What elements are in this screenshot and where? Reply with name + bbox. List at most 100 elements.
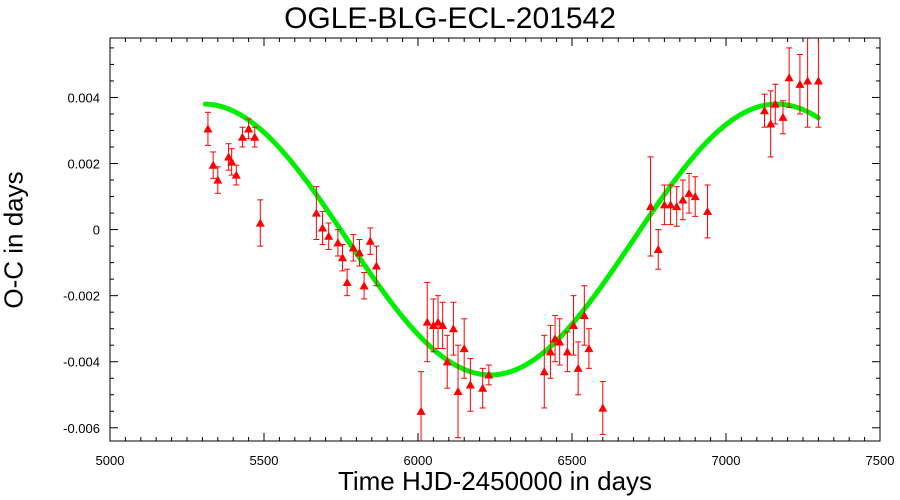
triangle-marker xyxy=(365,236,375,245)
data-point xyxy=(598,381,608,435)
triangle-marker xyxy=(244,124,254,133)
fit-curve-layer xyxy=(202,101,821,378)
triangle-marker xyxy=(348,243,358,252)
data-point xyxy=(203,111,213,146)
data-point xyxy=(478,367,488,409)
triangle-marker xyxy=(803,76,813,85)
triangle-marker xyxy=(784,73,794,82)
data-point xyxy=(690,176,700,217)
data-point xyxy=(213,166,223,194)
triangle-marker xyxy=(539,367,549,376)
data-point xyxy=(678,179,688,221)
data-point xyxy=(318,210,328,245)
triangle-marker xyxy=(703,206,713,216)
triangle-marker xyxy=(760,106,769,115)
data-point xyxy=(231,164,241,186)
triangle-marker xyxy=(545,347,555,356)
triangle-marker xyxy=(766,119,776,128)
x-tick-label: 6000 xyxy=(404,453,433,468)
x-tick-label: 7000 xyxy=(712,453,741,468)
axes: 5000 5500 6000 6500 7000 7500 -0.006 -0.004 -0.0… xyxy=(63,37,894,468)
triangle-marker xyxy=(573,363,583,372)
triangle-marker xyxy=(770,99,780,108)
data-point xyxy=(573,341,583,396)
data-point xyxy=(766,90,776,158)
triangle-marker xyxy=(224,152,234,161)
data-point xyxy=(237,126,247,148)
triangle-marker xyxy=(311,208,321,217)
data-point xyxy=(569,295,579,356)
data-point xyxy=(784,47,794,108)
y-tick-label: 0.002 xyxy=(67,157,100,172)
triangle-marker xyxy=(359,281,369,290)
data-point xyxy=(333,229,343,257)
triangle-marker xyxy=(237,132,247,141)
data-point xyxy=(545,324,555,379)
triangle-marker xyxy=(690,192,700,201)
data-point xyxy=(539,334,549,409)
triangle-marker xyxy=(416,406,426,415)
data-point xyxy=(760,93,769,128)
triangle-marker xyxy=(562,347,572,356)
triangle-marker xyxy=(342,277,352,287)
y-tick-label: -0.002 xyxy=(63,289,100,304)
data-point xyxy=(459,318,469,379)
y-tick-label: -0.004 xyxy=(63,355,100,370)
data-point xyxy=(653,229,663,270)
data-point xyxy=(453,344,463,439)
data-point xyxy=(250,126,260,148)
triangle-marker xyxy=(453,386,463,396)
data-point xyxy=(562,331,572,373)
triangle-marker xyxy=(459,344,469,353)
data-point xyxy=(778,100,788,135)
triangle-marker xyxy=(659,200,669,209)
triangle-marker xyxy=(684,188,694,197)
triangle-marker xyxy=(324,231,334,240)
triangle-marker xyxy=(555,337,565,346)
data-point xyxy=(348,234,358,262)
data-point xyxy=(371,245,381,287)
data-point xyxy=(484,364,494,386)
y-axis-label: O-C in days xyxy=(0,171,29,309)
triangle-marker xyxy=(795,79,805,88)
triangle-marker xyxy=(584,344,594,353)
triangle-marker xyxy=(465,380,475,389)
data-point xyxy=(365,227,375,255)
data-point xyxy=(659,184,669,226)
triangle-marker xyxy=(250,132,260,141)
triangle-marker xyxy=(653,244,663,254)
data-point xyxy=(646,156,656,257)
triangle-marker xyxy=(318,223,328,232)
triangle-marker xyxy=(448,324,458,333)
data-point xyxy=(666,184,676,226)
triangle-marker xyxy=(213,175,223,184)
data-point xyxy=(555,318,565,366)
triangle-marker xyxy=(208,160,218,169)
data-point xyxy=(672,186,682,227)
triangle-marker xyxy=(203,124,213,133)
data-point xyxy=(244,118,254,140)
triangle-marker xyxy=(550,334,560,343)
data-point xyxy=(770,83,780,125)
triangle-marker xyxy=(678,195,688,204)
data-point xyxy=(703,184,713,239)
triangle-marker xyxy=(484,370,494,379)
triangle-marker xyxy=(231,170,241,179)
triangle-marker xyxy=(438,320,448,329)
triangle-marker xyxy=(672,201,682,211)
data-point xyxy=(311,186,321,240)
data-point xyxy=(448,301,458,356)
triangle-marker xyxy=(778,112,788,121)
triangle-marker xyxy=(354,248,364,257)
x-tick-label: 6500 xyxy=(558,453,587,468)
data-point xyxy=(442,334,452,389)
data-point xyxy=(354,239,364,267)
data-point xyxy=(803,38,813,128)
data-point xyxy=(433,295,443,350)
data-point xyxy=(208,151,218,179)
data-point xyxy=(579,285,589,346)
data-point xyxy=(324,222,334,250)
data-points-layer xyxy=(203,38,823,441)
triangle-marker xyxy=(478,383,488,392)
